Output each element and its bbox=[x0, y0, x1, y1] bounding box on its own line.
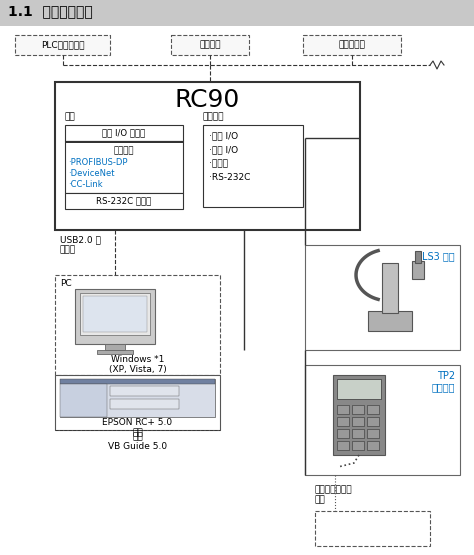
Bar bbox=[60, 379, 215, 417]
Text: ·CC-Link: ·CC-Link bbox=[68, 180, 103, 189]
Bar bbox=[105, 344, 125, 350]
Bar bbox=[337, 417, 349, 426]
Bar bbox=[171, 35, 249, 55]
Bar bbox=[60, 384, 107, 417]
Bar bbox=[333, 375, 385, 455]
Text: ·远程 I/O: ·远程 I/O bbox=[209, 145, 238, 154]
Bar bbox=[109, 399, 179, 409]
Text: 现场总线: 现场总线 bbox=[114, 146, 134, 155]
Text: PLC（定序器）: PLC（定序器） bbox=[41, 41, 84, 49]
Text: 运动控制器: 运动控制器 bbox=[338, 41, 365, 49]
Bar bbox=[367, 405, 379, 414]
Bar bbox=[382, 263, 398, 313]
Bar bbox=[352, 429, 364, 438]
Bar bbox=[368, 311, 412, 331]
Bar bbox=[65, 125, 183, 141]
Text: LS3 系列: LS3 系列 bbox=[422, 251, 455, 261]
Text: 扩展 I/O 电路板: 扩展 I/O 电路板 bbox=[102, 129, 146, 138]
Bar bbox=[109, 386, 179, 396]
Bar bbox=[337, 405, 349, 414]
Bar bbox=[65, 141, 183, 193]
Text: Windows *1
(XP, Vista, 7): Windows *1 (XP, Vista, 7) bbox=[109, 355, 166, 375]
Bar bbox=[203, 125, 303, 207]
Text: ·以太网: ·以太网 bbox=[209, 159, 228, 168]
Text: 标准装备: 标准装备 bbox=[203, 112, 225, 121]
Text: 1.1  系统构成示例: 1.1 系统构成示例 bbox=[8, 4, 93, 18]
Bar bbox=[60, 379, 215, 384]
Text: RC90: RC90 bbox=[175, 88, 240, 112]
Text: ·DeviceNet: ·DeviceNet bbox=[68, 169, 115, 178]
Text: 选件
VB Guide 5.0: 选件 VB Guide 5.0 bbox=[108, 432, 167, 451]
Bar bbox=[303, 35, 401, 55]
Bar bbox=[15, 35, 110, 55]
Bar bbox=[305, 365, 460, 475]
Bar bbox=[337, 379, 381, 399]
Bar bbox=[305, 245, 460, 350]
Bar bbox=[337, 429, 349, 438]
Bar bbox=[352, 405, 364, 414]
Bar bbox=[337, 441, 349, 450]
Bar bbox=[55, 375, 220, 430]
Text: PC: PC bbox=[60, 279, 72, 288]
Bar bbox=[75, 289, 155, 344]
Bar bbox=[97, 350, 133, 354]
Text: USB2.0 或
以太网: USB2.0 或 以太网 bbox=[60, 235, 101, 254]
Bar bbox=[367, 441, 379, 450]
Bar bbox=[55, 82, 360, 230]
Bar bbox=[367, 417, 379, 426]
Text: EPSON RC+ 5.0
软件: EPSON RC+ 5.0 软件 bbox=[102, 418, 173, 437]
Bar bbox=[412, 261, 424, 279]
Bar bbox=[80, 293, 150, 335]
Bar bbox=[65, 193, 183, 209]
Text: 操作面板: 操作面板 bbox=[199, 41, 221, 49]
Bar bbox=[352, 441, 364, 450]
Text: ·PROFIBUS-DP: ·PROFIBUS-DP bbox=[68, 158, 128, 167]
Bar bbox=[415, 251, 421, 263]
Bar bbox=[352, 417, 364, 426]
Bar bbox=[83, 296, 147, 332]
Text: 选件: 选件 bbox=[65, 112, 76, 121]
Text: 客户自行准备的
部件: 客户自行准备的 部件 bbox=[315, 485, 353, 504]
Text: ·标准 I/O: ·标准 I/O bbox=[209, 131, 238, 140]
Text: RS-232C 电路板: RS-232C 电路板 bbox=[96, 196, 152, 205]
Bar bbox=[65, 141, 183, 143]
Bar bbox=[367, 429, 379, 438]
Text: TP2: TP2 bbox=[437, 371, 455, 381]
Text: （选件）: （选件） bbox=[431, 382, 455, 392]
Text: ·RS-232C: ·RS-232C bbox=[209, 173, 250, 182]
Bar bbox=[55, 275, 220, 375]
Bar bbox=[315, 511, 430, 546]
Bar bbox=[0, 0, 474, 26]
